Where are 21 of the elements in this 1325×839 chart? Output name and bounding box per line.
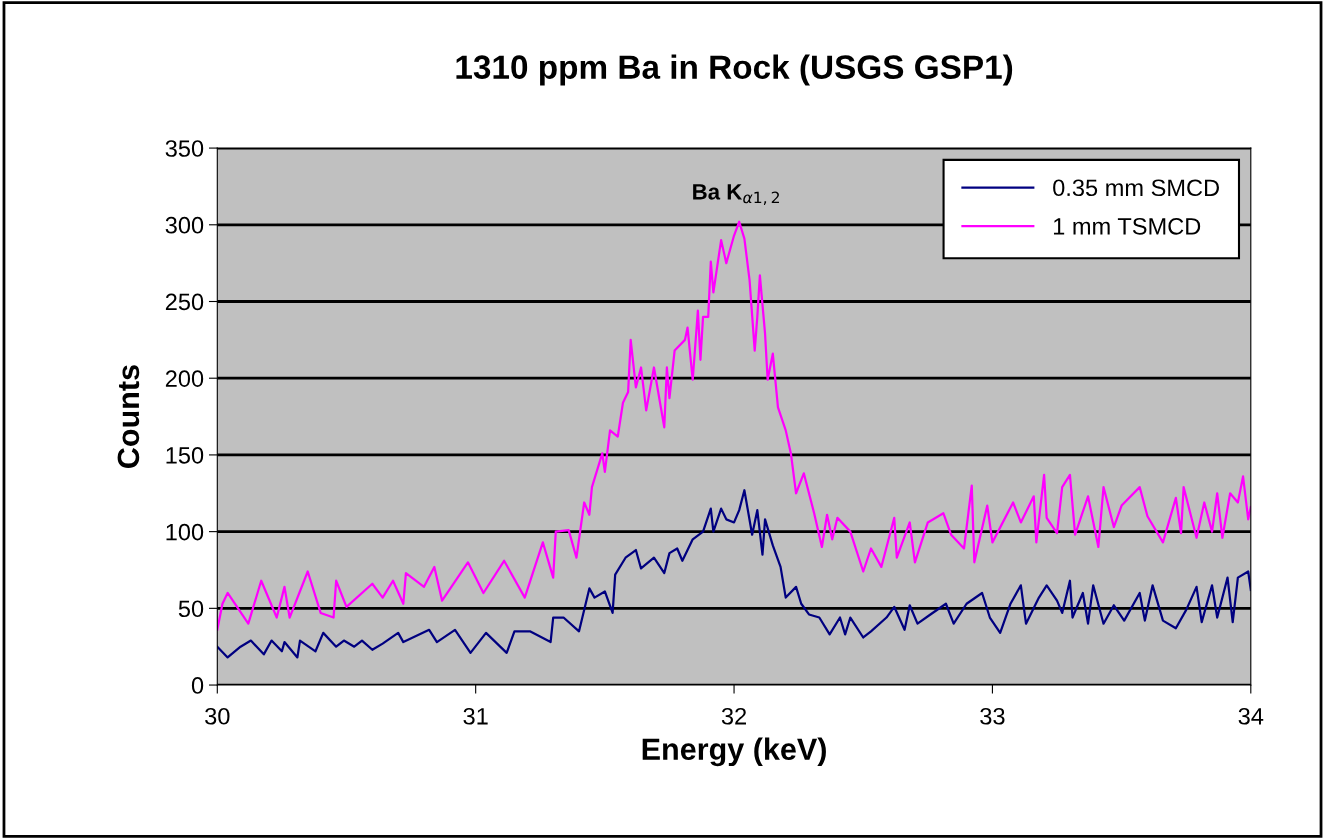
y-tick-label: 0 <box>191 677 204 694</box>
x-tick-label: 30 <box>205 707 230 725</box>
x-tick-label: 32 <box>721 707 746 725</box>
y-tick-label: 300 <box>165 216 204 234</box>
x-tick-label: 31 <box>463 707 488 725</box>
y-tick-label: 350 <box>165 140 204 157</box>
y-axis-title: Counts <box>117 365 140 468</box>
legend-label: 0.35 mm SMCD <box>1053 179 1219 197</box>
annotation: Ba K$_{α1,2}$ <box>693 184 779 205</box>
y-tick-label: 250 <box>165 293 204 311</box>
line-series <box>217 220 1251 631</box>
legend-label: 1 mm TSMCD <box>1053 217 1201 235</box>
y-tick-label: 150 <box>166 446 204 464</box>
y-tick-label: 100 <box>166 523 204 541</box>
chart-title: 1310 ppm Ba in Rock (USGS GSP1) <box>456 54 1013 86</box>
x-tick-label: 33 <box>980 707 1005 725</box>
y-tick-label: 50 <box>178 600 204 618</box>
y-tick-label: 200 <box>165 370 204 387</box>
x-axis-title: Energy (keV) <box>642 737 826 767</box>
line-series <box>217 489 1251 659</box>
x-tick-label: 34 <box>1238 707 1264 725</box>
